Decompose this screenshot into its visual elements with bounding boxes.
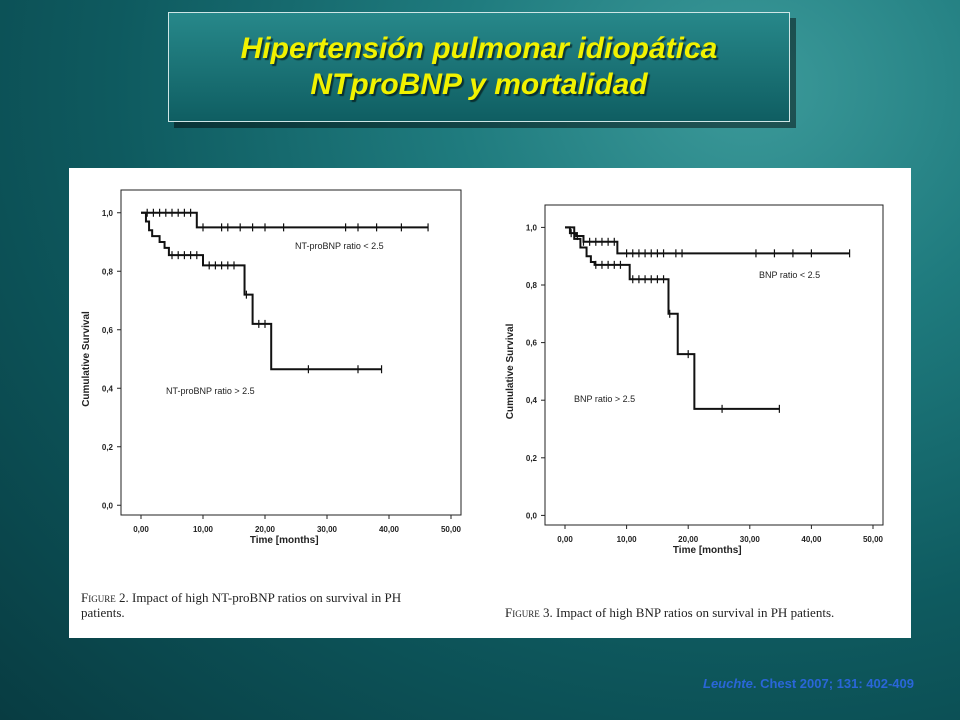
chart1-y-tick-label: 0,4: [102, 384, 114, 393]
chart2-y-tick-label: 0,0: [526, 511, 538, 520]
chart1-x-tick-label: 0,00: [133, 525, 149, 534]
chart2-plot-frame: [544, 204, 884, 526]
figures-svg: 0,0 0,2 0,4 0,6 0,8 1,0 0,00 10,00 20,00 30,00 40,…: [81, 189, 884, 556]
chart2-series-2-curve: [565, 226, 780, 410]
figure2-caption-label: Figure 2.: [81, 590, 129, 605]
chart2-series-1-label: BNP ratio < 2.5: [759, 270, 820, 280]
title-box: Hipertensión pulmonar idiopática NTproBN…: [168, 12, 790, 122]
chart1-y-tick-label: 1,0: [102, 209, 114, 218]
chart2-x-tick-label: 30,00: [740, 535, 761, 544]
chart2-y-tick-label: 0,8: [526, 281, 538, 290]
chart2-series-1-curve: [565, 226, 850, 255]
chart1-y-tick-label: 0,2: [102, 443, 114, 452]
slide-title-line1: Hipertensión pulmonar idiopática: [240, 32, 718, 65]
chart2-x-tick-label: 10,00: [617, 535, 638, 544]
chart1-x-tick-label: 50,00: [441, 525, 462, 534]
chart1-y-tick-label: 0,6: [102, 326, 114, 335]
chart2-y-tick-label: 0,4: [526, 396, 538, 405]
chart1-series-1-label: NT-proBNP ratio < 2.5: [295, 241, 384, 251]
chart1-y-tick-label: 0,8: [102, 267, 114, 276]
citation-rest: . Chest 2007; 131: 402-409: [752, 676, 914, 691]
chart1-y-axis-label: Cumulative Survival: [81, 311, 92, 407]
chart1-plot-frame: [120, 189, 462, 516]
figure2-caption-text-line2: patients.: [81, 605, 125, 620]
chart2-x-tick-label: 40,00: [801, 535, 822, 544]
chart1-series-2-label: NT-proBNP ratio > 2.5: [166, 386, 255, 396]
citation: Leuchte. Chest 2007; 131: 402-409: [703, 676, 914, 691]
chart1-x-tick-label: 30,00: [317, 525, 338, 534]
chart2-x-tick-label: 0,00: [557, 535, 573, 544]
chart1-series-2-curve: [141, 211, 382, 371]
chart2-x-tick-label: 50,00: [863, 535, 884, 544]
chart2-y-tick-label: 0,6: [526, 339, 538, 348]
chart2-x-tick-label: 20,00: [678, 535, 699, 544]
chart1-x-tick-label: 10,00: [193, 525, 214, 534]
chart1-x-tick-label: 40,00: [379, 525, 400, 534]
chart1-x-axis-label: Time [months]: [250, 535, 319, 546]
slide-title-line2: NTproBNP y mortalidad: [310, 68, 648, 101]
figure3-caption-label: Figure 3.: [505, 605, 553, 620]
chart2-series-2-label: BNP ratio > 2.5: [574, 394, 635, 404]
chart2-y-axis-label: Cumulative Survival: [505, 323, 516, 419]
chart2-y-tick-label: 1,0: [526, 223, 538, 232]
chart2-group: 0,0 0,2 0,4 0,6 0,8 1,0 0,00 10,00 20,00 30,00 40,…: [505, 204, 884, 556]
chart1-x-tick-label: 20,00: [255, 525, 276, 534]
figure3-caption: Figure 3. Impact of high BNP ratios on s…: [505, 605, 905, 620]
figure2-caption: Figure 2. Impact of high NT-proBNP ratio…: [81, 590, 491, 620]
chart1-group: 0,0 0,2 0,4 0,6 0,8 1,0 0,00 10,00 20,00 30,00 40,…: [81, 189, 462, 546]
chart1-y-tick-label: 0,0: [102, 501, 114, 510]
figure2-caption-text-line1: Impact of high NT-proBNP ratios on survi…: [131, 590, 402, 605]
chart1-series-1-curve: [141, 211, 429, 229]
chart2-y-tick-label: 0,2: [526, 454, 538, 463]
chart2-x-axis-label: Time [months]: [673, 545, 742, 556]
figure3-caption-text: Impact of high BNP ratios on survival in…: [555, 605, 835, 620]
citation-author: Leuchte: [703, 676, 753, 691]
figure-panel: 0,0 0,2 0,4 0,6 0,8 1,0 0,00 10,00 20,00 30,00 40,…: [69, 168, 911, 638]
